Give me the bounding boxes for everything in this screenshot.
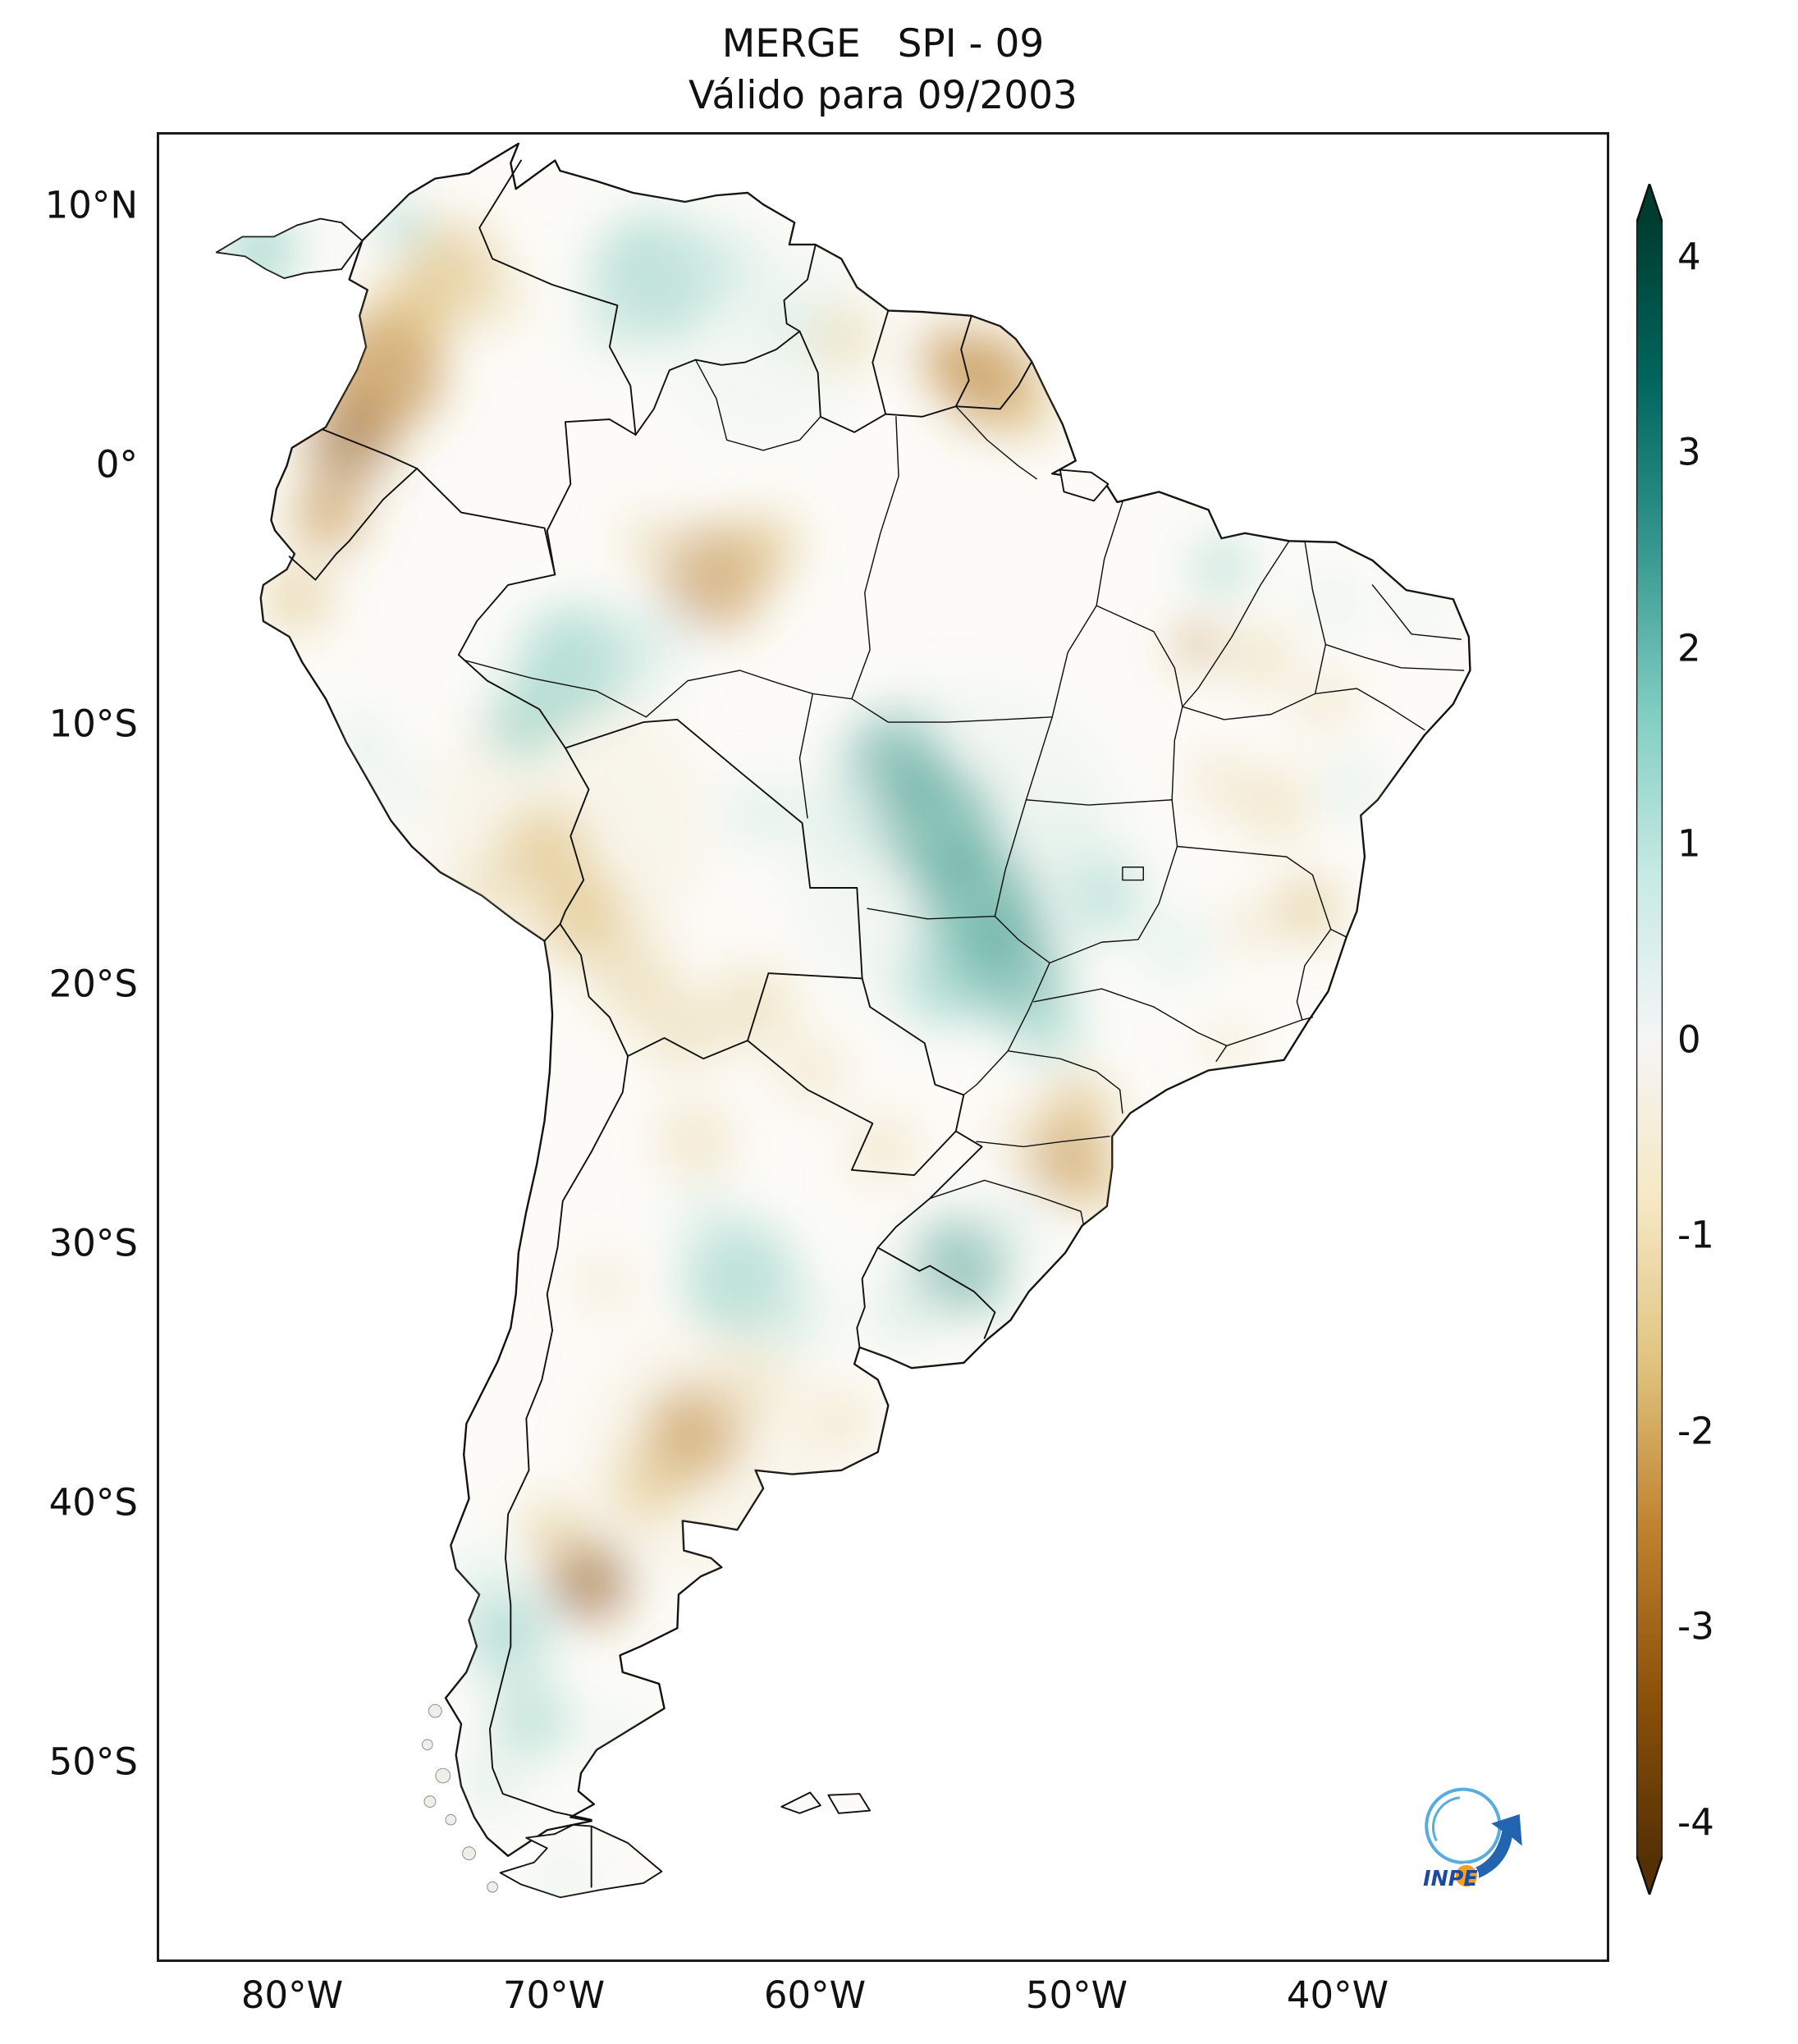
y-tick-label: 0° bbox=[95, 442, 138, 487]
marajo-island bbox=[1059, 469, 1109, 502]
y-tick-label: 20°S bbox=[48, 962, 138, 1006]
tierra-del-fuego bbox=[499, 1824, 663, 1899]
title-block: MERGE SPI - 09 Válido para 09/2003 bbox=[689, 18, 1077, 121]
x-tick-label: 40°W bbox=[1286, 1973, 1389, 2017]
map-plot-area: INPE bbox=[157, 132, 1609, 1962]
colorbar-tick-label: -2 bbox=[1677, 1409, 1714, 1453]
falkland-islands bbox=[780, 1791, 872, 1814]
y-tick-label: 50°S bbox=[48, 1740, 138, 1784]
colorbar-tick-label: 1 bbox=[1677, 821, 1701, 866]
x-tick-label: 80°W bbox=[240, 1973, 344, 2017]
colorbar bbox=[1636, 184, 1663, 1895]
state-borders bbox=[463, 359, 1465, 1225]
colorbar-gradient-bar bbox=[1636, 184, 1663, 1895]
y-tick-label: 10°N bbox=[44, 183, 138, 227]
colorbar-tick-label: -3 bbox=[1677, 1604, 1714, 1648]
colorbar-tick-label: 3 bbox=[1677, 430, 1701, 474]
colorbar-tick-label: 2 bbox=[1677, 626, 1701, 670]
x-tick-label: 60°W bbox=[763, 1973, 867, 2017]
colorbar-tick-label: -4 bbox=[1677, 1800, 1714, 1845]
chart-title: MERGE SPI - 09 bbox=[721, 21, 1045, 66]
x-tick-label: 50°W bbox=[1025, 1973, 1128, 2017]
inpe-logo-icon: INPE bbox=[1423, 1787, 1522, 1891]
x-tick-label: 70°W bbox=[502, 1973, 606, 2017]
y-tick-label: 10°S bbox=[48, 702, 138, 746]
colorbar-tick-label: 0 bbox=[1677, 1017, 1701, 1062]
y-tick-label: 30°S bbox=[48, 1221, 138, 1265]
inpe-logo-text: INPE bbox=[1423, 1866, 1478, 1891]
south-america-map bbox=[215, 142, 1471, 1899]
colorbar-tick-label: 4 bbox=[1677, 235, 1701, 279]
y-tick-label: 40°S bbox=[48, 1480, 138, 1525]
chart-subtitle: Válido para 09/2003 bbox=[689, 73, 1077, 118]
patagonian-fjords bbox=[421, 1703, 498, 1893]
colorbar-tick-label: -1 bbox=[1677, 1213, 1714, 1257]
